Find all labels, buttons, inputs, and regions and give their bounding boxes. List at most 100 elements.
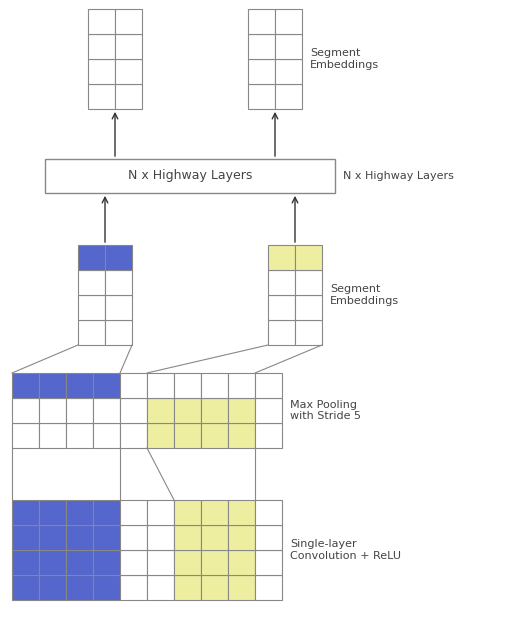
Bar bbox=[255, 500, 282, 525]
Bar bbox=[174, 525, 201, 550]
Bar bbox=[39, 525, 66, 550]
Bar bbox=[120, 525, 147, 550]
Bar bbox=[78, 320, 105, 345]
Bar bbox=[147, 525, 174, 550]
Bar bbox=[228, 398, 255, 423]
Bar bbox=[115, 84, 142, 109]
Text: N x Highway Layers: N x Highway Layers bbox=[343, 171, 454, 181]
Bar bbox=[120, 500, 147, 525]
Bar bbox=[66, 500, 93, 525]
Bar bbox=[201, 550, 228, 575]
Bar bbox=[12, 550, 39, 575]
Bar bbox=[275, 9, 302, 34]
Bar bbox=[88, 34, 115, 59]
Text: Segment
Embeddings: Segment Embeddings bbox=[310, 48, 379, 70]
Bar bbox=[39, 550, 66, 575]
Bar bbox=[201, 500, 228, 525]
Bar bbox=[115, 34, 142, 59]
Bar bbox=[201, 575, 228, 600]
Bar bbox=[255, 550, 282, 575]
Bar bbox=[105, 295, 132, 320]
Bar bbox=[93, 423, 120, 448]
Bar bbox=[174, 575, 201, 600]
Bar bbox=[147, 550, 174, 575]
Bar bbox=[255, 575, 282, 600]
Bar bbox=[174, 423, 201, 448]
Bar bbox=[255, 525, 282, 550]
Bar bbox=[12, 500, 39, 525]
Text: Max Pooling
with Stride 5: Max Pooling with Stride 5 bbox=[290, 399, 361, 421]
Bar bbox=[295, 320, 322, 345]
Bar bbox=[268, 270, 295, 295]
Bar bbox=[12, 423, 39, 448]
Bar bbox=[93, 398, 120, 423]
Bar bbox=[248, 59, 275, 84]
Bar bbox=[174, 500, 201, 525]
Bar bbox=[66, 525, 93, 550]
Bar bbox=[147, 373, 174, 398]
Bar bbox=[93, 550, 120, 575]
Bar bbox=[255, 423, 282, 448]
Bar bbox=[12, 398, 39, 423]
Bar bbox=[228, 423, 255, 448]
Bar bbox=[248, 9, 275, 34]
Bar bbox=[105, 270, 132, 295]
Bar bbox=[78, 270, 105, 295]
Bar bbox=[39, 500, 66, 525]
Bar bbox=[120, 373, 147, 398]
Bar bbox=[39, 398, 66, 423]
Bar bbox=[268, 245, 295, 270]
Bar bbox=[88, 84, 115, 109]
Bar bbox=[39, 423, 66, 448]
Text: N x Highway Layers: N x Highway Layers bbox=[128, 170, 252, 183]
Bar bbox=[174, 398, 201, 423]
Bar bbox=[66, 398, 93, 423]
Bar bbox=[12, 525, 39, 550]
Bar bbox=[248, 84, 275, 109]
Bar bbox=[147, 500, 174, 525]
Bar bbox=[120, 398, 147, 423]
Bar bbox=[12, 373, 39, 398]
Bar bbox=[228, 525, 255, 550]
Bar bbox=[66, 423, 93, 448]
Text: Segment
Embeddings: Segment Embeddings bbox=[330, 284, 399, 306]
Bar bbox=[174, 550, 201, 575]
Bar bbox=[295, 295, 322, 320]
Bar bbox=[93, 525, 120, 550]
Bar bbox=[275, 34, 302, 59]
Bar bbox=[201, 373, 228, 398]
Bar bbox=[66, 550, 93, 575]
Bar bbox=[78, 295, 105, 320]
Bar bbox=[120, 423, 147, 448]
Bar bbox=[275, 59, 302, 84]
Bar bbox=[39, 373, 66, 398]
Bar bbox=[147, 575, 174, 600]
Bar bbox=[228, 500, 255, 525]
Bar bbox=[201, 423, 228, 448]
Bar bbox=[78, 245, 105, 270]
Bar bbox=[255, 398, 282, 423]
Bar bbox=[93, 373, 120, 398]
Bar bbox=[12, 575, 39, 600]
Text: Single-layer
Convolution + ReLU: Single-layer Convolution + ReLU bbox=[290, 539, 401, 561]
Bar bbox=[66, 575, 93, 600]
Bar bbox=[228, 550, 255, 575]
Bar bbox=[147, 398, 174, 423]
Bar bbox=[120, 550, 147, 575]
Bar bbox=[275, 84, 302, 109]
Bar bbox=[201, 525, 228, 550]
Bar bbox=[268, 295, 295, 320]
Bar bbox=[115, 59, 142, 84]
Bar bbox=[66, 373, 93, 398]
Bar bbox=[120, 575, 147, 600]
Bar bbox=[93, 500, 120, 525]
Bar bbox=[39, 575, 66, 600]
Bar bbox=[93, 575, 120, 600]
Bar bbox=[88, 59, 115, 84]
Bar bbox=[45, 159, 335, 193]
Bar bbox=[228, 373, 255, 398]
Bar bbox=[174, 373, 201, 398]
Bar bbox=[228, 575, 255, 600]
Bar bbox=[295, 270, 322, 295]
Bar bbox=[201, 398, 228, 423]
